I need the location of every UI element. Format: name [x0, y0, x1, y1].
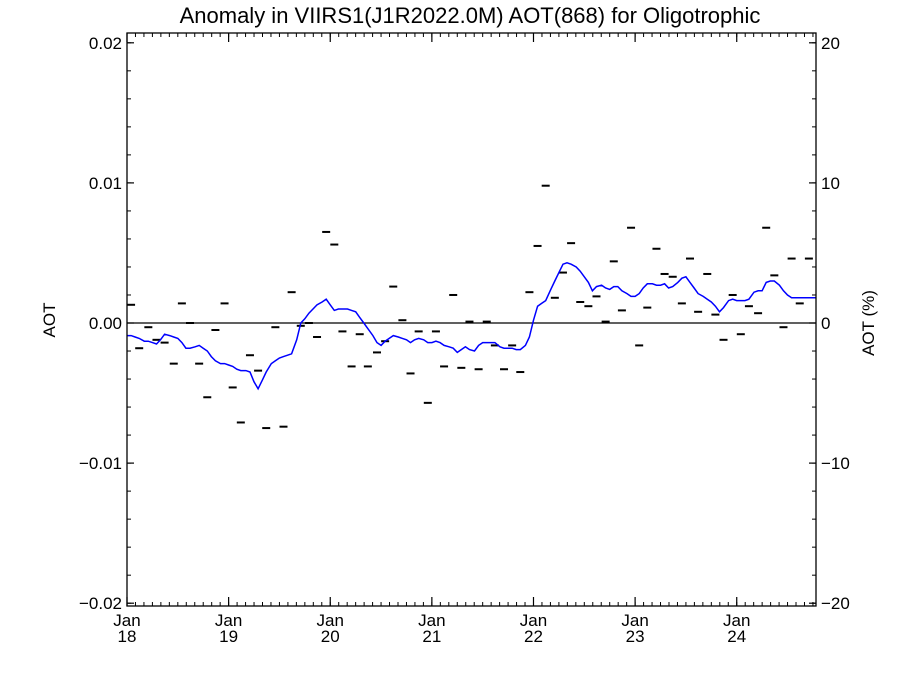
- y-tick-label: 0.02: [89, 34, 122, 53]
- x-tick-year: 24: [727, 627, 746, 646]
- y-right-tick-label: −10: [821, 454, 850, 473]
- y-right-tick-label: 20: [821, 34, 840, 53]
- x-tick-month: Jan: [113, 611, 140, 630]
- y-tick-label: −0.01: [79, 454, 122, 473]
- right-axis: 20 10 0 −10 −20: [809, 34, 850, 613]
- x-tick-month: Jan: [418, 611, 445, 630]
- chart-title: Anomaly in VIIRS1(J1R2022.0M) AOT(868) f…: [180, 3, 761, 28]
- x-tick-year: 18: [118, 627, 137, 646]
- x-tick-year: 23: [626, 627, 645, 646]
- x-tick-year: 19: [219, 627, 238, 646]
- x-tick-year: 22: [524, 627, 543, 646]
- y-right-tick-label: −20: [821, 594, 850, 613]
- plot-frame: [126, 32, 817, 607]
- left-axis: 0.02 0.01 0.00 −0.01 −0.02: [79, 34, 134, 613]
- y-axis-label: AOT: [40, 303, 59, 338]
- x-tick-month: Jan: [621, 611, 648, 630]
- y-axis-right-label: AOT (%): [859, 290, 878, 356]
- running-mean-line: [127, 262, 816, 391]
- x-tick-month: Jan: [723, 611, 750, 630]
- x-tick-month: Jan: [317, 611, 344, 630]
- y-tick-label: −0.02: [79, 594, 122, 613]
- x-tick-month: Jan: [520, 611, 547, 630]
- monthly-anomaly-markers: [127, 184, 813, 430]
- y-right-tick-label: 0: [821, 314, 830, 333]
- x-tick-year: 21: [422, 627, 441, 646]
- y-right-tick-label: 10: [821, 174, 840, 193]
- x-tick-month: Jan: [215, 611, 242, 630]
- x-tick-year: 20: [321, 627, 340, 646]
- y-tick-label: 0.00: [89, 314, 122, 333]
- y-tick-label: 0.01: [89, 174, 122, 193]
